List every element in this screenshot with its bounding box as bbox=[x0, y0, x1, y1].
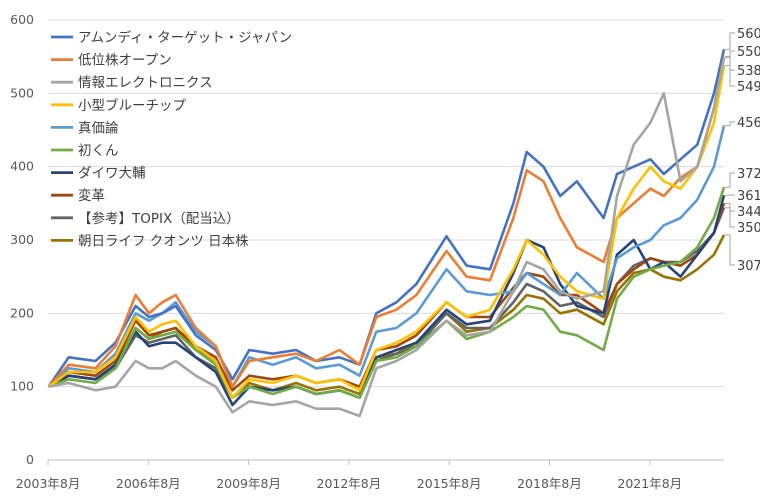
x-tick-label: 2006年8月 bbox=[116, 476, 181, 491]
end-value-label: 307 bbox=[737, 259, 760, 274]
leader-line bbox=[725, 121, 735, 127]
series-line-8 bbox=[48, 207, 726, 400]
legend-item: 真価論 bbox=[51, 120, 119, 136]
leader-line bbox=[725, 202, 735, 228]
legend-label: 真価論 bbox=[78, 120, 119, 136]
series-line-3 bbox=[47, 65, 726, 400]
legend-label: ダイワ大輔 bbox=[78, 166, 146, 182]
end-value-label: 549 bbox=[737, 80, 760, 95]
end-value-label: 350 bbox=[737, 221, 760, 236]
x-axis: 2003年8月 2006年8月 2009年8月 2012年8月 2015年8月 2018年… bbox=[16, 459, 724, 491]
legend-label: 小型ブルーチップ bbox=[78, 97, 186, 114]
x-tick-label: 2015年8月 bbox=[417, 476, 482, 491]
legend-item: 低位株オープン bbox=[51, 53, 172, 69]
legend-item: アムンディ・ターゲット・ジャパン bbox=[51, 29, 292, 46]
series-lines bbox=[47, 49, 726, 418]
y-tick-label: 400 bbox=[10, 159, 34, 174]
legend-label: アムンディ・ターゲット・ジャパン bbox=[78, 29, 292, 46]
leader-line bbox=[725, 172, 735, 188]
end-value-label: 344 bbox=[737, 205, 760, 220]
end-value-label: 456 bbox=[737, 116, 760, 131]
x-tick-label: 2018年8月 bbox=[517, 476, 582, 491]
y-tick-label: 600 bbox=[10, 12, 34, 27]
legend-item: 朝日ライフ クオンツ 日本株 bbox=[51, 233, 249, 249]
leader-line bbox=[725, 64, 735, 71]
series-line-2 bbox=[48, 56, 726, 418]
y-tick-label: 100 bbox=[10, 379, 34, 394]
end-value-label: 372 bbox=[737, 167, 760, 182]
end-value-label: 538 bbox=[737, 64, 760, 79]
end-value-label: 560 bbox=[737, 27, 760, 42]
legend-item: 変革 bbox=[51, 187, 105, 204]
series-line-7 bbox=[47, 202, 726, 392]
series-line-0 bbox=[47, 49, 726, 388]
legend-label: 初くん bbox=[78, 142, 119, 159]
x-tick-label: 2012年8月 bbox=[317, 476, 382, 491]
y-tick-label: 0 bbox=[26, 452, 34, 467]
legend-item: 【参考】TOPIX（配当込） bbox=[51, 210, 240, 227]
y-tick-label: 200 bbox=[10, 305, 34, 320]
legend-label: 朝日ライフ クオンツ 日本株 bbox=[78, 233, 249, 249]
legend-item: ダイワ大輔 bbox=[51, 166, 146, 182]
legend-label: 変革 bbox=[78, 187, 105, 204]
series-line-6 bbox=[48, 194, 726, 407]
series-line-1 bbox=[47, 57, 726, 389]
legend: アムンディ・ターゲット・ジャパン低位株オープン情報エレクトロニクス小型ブルーチッ… bbox=[51, 29, 292, 249]
y-tick-label: 300 bbox=[10, 232, 34, 247]
series-line-5 bbox=[48, 186, 726, 400]
legend-label: 低位株オープン bbox=[78, 53, 172, 69]
leader-line bbox=[725, 50, 735, 58]
legend-label: 【参考】TOPIX（配当込） bbox=[78, 210, 240, 227]
x-tick-label: 2009年8月 bbox=[216, 476, 281, 491]
legend-label: 情報エレクトロニクス bbox=[78, 75, 213, 91]
end-value-label: 550 bbox=[737, 45, 760, 60]
leader-line bbox=[725, 32, 735, 50]
legend-item: 初くん bbox=[51, 142, 119, 159]
y-tick-label: 500 bbox=[10, 85, 34, 100]
leader-line bbox=[725, 234, 735, 266]
end-value-label: 361 bbox=[737, 189, 760, 204]
leader-line bbox=[725, 207, 735, 212]
legend-item: 小型ブルーチップ bbox=[51, 97, 186, 114]
leader-line bbox=[725, 56, 735, 87]
x-tick-label: 2003年8月 bbox=[16, 476, 81, 491]
legend-item: 情報エレクトロニクス bbox=[51, 75, 213, 91]
y-axis: 0 100 200 300 400 500 600 bbox=[10, 12, 34, 467]
x-tick-label: 2021年8月 bbox=[617, 476, 682, 491]
